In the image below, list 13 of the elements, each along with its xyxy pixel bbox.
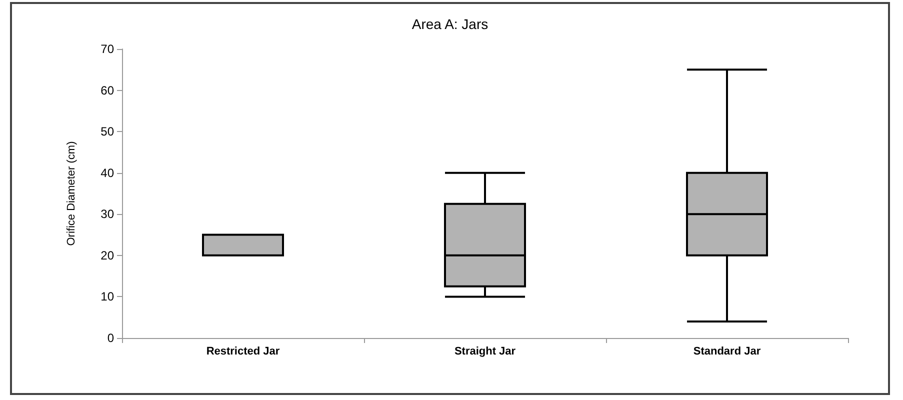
y-tick-label: 30 xyxy=(100,207,114,222)
y-tick-label: 40 xyxy=(100,166,114,180)
y-axis-title: Orifice Diameter (cm) xyxy=(66,141,78,246)
chart-title: Area A: Jars xyxy=(412,16,488,32)
y-tick-label: 50 xyxy=(100,124,114,139)
y-tick-label: 70 xyxy=(100,42,114,56)
y-tick-label: 20 xyxy=(100,248,114,262)
y-tick-label: 10 xyxy=(100,290,114,304)
x-tick-label: Restricted Jar xyxy=(206,346,280,358)
x-tick-label: Straight Jar xyxy=(454,346,516,358)
y-tick-label: 60 xyxy=(100,83,114,98)
y-tick-label: 0 xyxy=(107,331,114,345)
x-tick-label: Standard Jar xyxy=(693,346,762,358)
